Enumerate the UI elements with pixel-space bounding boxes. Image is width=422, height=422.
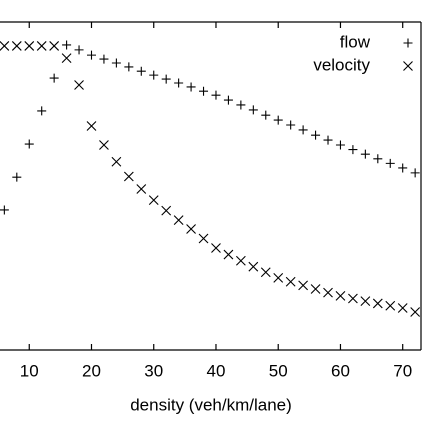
point xyxy=(161,74,171,84)
point xyxy=(410,168,420,178)
point xyxy=(37,106,47,116)
x-tick-label: 50 xyxy=(269,361,288,380)
point xyxy=(136,66,146,76)
point xyxy=(174,78,184,88)
point xyxy=(11,41,22,51)
point xyxy=(111,58,121,68)
point xyxy=(74,45,84,55)
point xyxy=(410,307,421,317)
legend-marker xyxy=(403,38,413,48)
point xyxy=(36,41,47,51)
point xyxy=(373,154,383,164)
point xyxy=(12,172,22,182)
point xyxy=(385,158,395,168)
point xyxy=(186,224,196,234)
point xyxy=(223,95,233,105)
point xyxy=(49,41,60,51)
point xyxy=(86,121,97,131)
point xyxy=(161,205,172,216)
point xyxy=(323,135,333,145)
point xyxy=(323,287,333,298)
point xyxy=(236,100,246,110)
legend-label: flow xyxy=(340,32,371,51)
point xyxy=(248,261,259,272)
point xyxy=(348,293,358,304)
point xyxy=(99,54,109,64)
point xyxy=(0,41,10,51)
point xyxy=(310,284,321,294)
point xyxy=(211,243,221,253)
point xyxy=(74,80,84,90)
point xyxy=(273,272,284,283)
point xyxy=(24,41,35,51)
point xyxy=(111,156,122,167)
point xyxy=(235,255,246,266)
x-tick-label: 60 xyxy=(331,361,350,380)
point xyxy=(136,184,147,194)
point xyxy=(385,300,396,311)
point xyxy=(149,70,159,80)
point xyxy=(348,145,358,155)
legend-marker xyxy=(403,61,413,71)
point xyxy=(335,290,346,301)
point xyxy=(123,171,134,182)
point xyxy=(311,130,321,140)
x-tick-label: 70 xyxy=(393,361,412,380)
point xyxy=(360,296,371,307)
point xyxy=(24,139,34,149)
point xyxy=(211,90,221,100)
point xyxy=(199,86,209,96)
point xyxy=(99,140,109,150)
point xyxy=(124,62,134,72)
point xyxy=(248,105,258,115)
point xyxy=(86,50,96,60)
point xyxy=(397,303,408,313)
point xyxy=(298,125,308,135)
point xyxy=(273,115,283,125)
point xyxy=(148,195,159,205)
point xyxy=(360,149,370,159)
x-tick-label: 10 xyxy=(20,361,39,380)
point xyxy=(372,298,383,309)
point xyxy=(0,205,9,215)
point xyxy=(186,82,196,92)
point xyxy=(223,249,234,260)
point xyxy=(49,73,59,83)
point xyxy=(398,163,408,173)
legend-label: velocity xyxy=(313,55,370,74)
point xyxy=(285,276,296,287)
x-axis-label: density (veh/km/lane) xyxy=(130,395,292,414)
x-tick-label: 40 xyxy=(207,361,226,380)
point xyxy=(61,53,72,63)
x-tick-label: 20 xyxy=(82,361,101,380)
point xyxy=(335,140,345,150)
point xyxy=(298,280,309,291)
point xyxy=(198,233,209,244)
point xyxy=(62,40,72,50)
x-tick-label: 30 xyxy=(144,361,163,380)
point xyxy=(286,120,296,130)
point xyxy=(173,215,184,226)
point xyxy=(261,110,271,120)
point xyxy=(260,267,271,278)
